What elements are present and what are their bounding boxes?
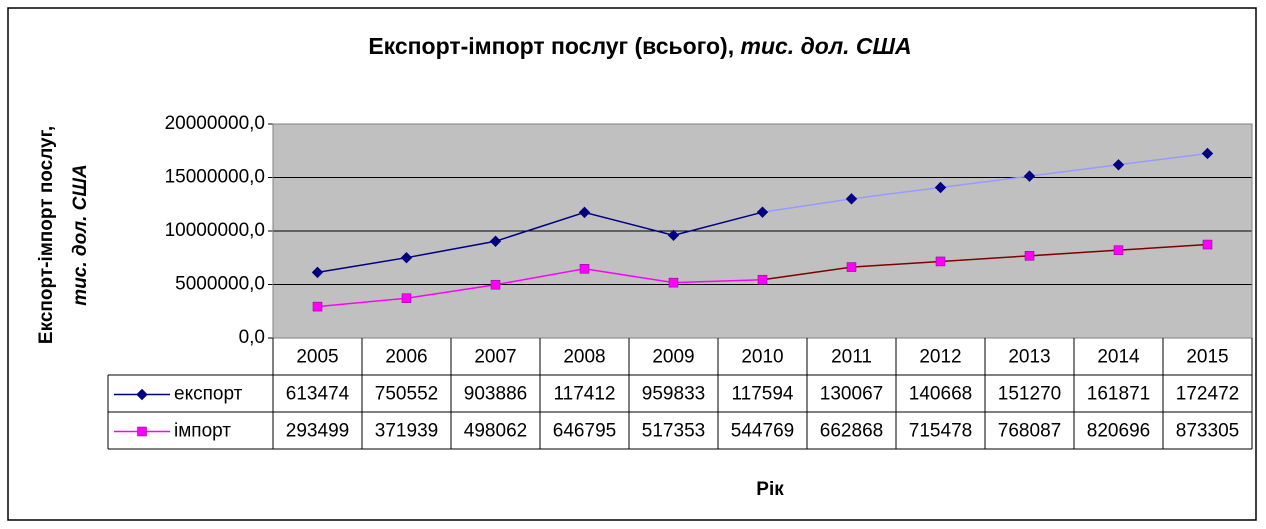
- marker: [490, 279, 501, 290]
- table-value: 613474: [286, 384, 350, 405]
- title-unit: тис. дол. США: [741, 33, 912, 59]
- table-value: 130067: [820, 384, 883, 405]
- table-value: 140668: [909, 384, 972, 405]
- marker: [1023, 170, 1036, 182]
- marker: [578, 206, 591, 219]
- marker: [934, 181, 947, 194]
- y-tick-label: 0,0: [239, 327, 265, 348]
- marker: [401, 293, 412, 303]
- legend-marker: [136, 388, 148, 401]
- marker: [489, 235, 502, 247]
- x-tick-label: 2010: [741, 347, 783, 368]
- x-tick-label: 2015: [1186, 347, 1228, 368]
- x-tick-label: 2014: [1097, 347, 1140, 368]
- x-axis-title: Рік: [756, 479, 784, 500]
- table-value: 517353: [642, 421, 705, 442]
- x-tick-label: 2009: [652, 347, 694, 368]
- table-value: 293499: [286, 421, 349, 442]
- marker: [1202, 239, 1213, 250]
- table-value: 903886: [464, 384, 527, 405]
- table-value: 161871: [1087, 384, 1150, 405]
- x-tick-label: 2012: [919, 347, 961, 368]
- table-value: 544769: [731, 421, 794, 442]
- table-value: 117412: [554, 384, 616, 405]
- marker: [311, 266, 324, 279]
- marker: [1201, 147, 1214, 160]
- x-tick-label: 2006: [385, 347, 427, 368]
- table-value: 715478: [909, 421, 972, 442]
- marker: [579, 264, 590, 274]
- y-label-unit: тис. дол. США: [70, 164, 91, 305]
- y-tick-label: 15000000,0: [165, 167, 265, 188]
- table-value: 646795: [553, 421, 616, 442]
- series-line: [317, 211, 763, 274]
- table-value: 151270: [998, 384, 1061, 405]
- series-line-forecast: [762, 243, 1208, 281]
- marker: [757, 274, 768, 285]
- table-value: 662868: [820, 421, 883, 442]
- x-tick-label: 2013: [1008, 347, 1050, 368]
- marker: [400, 251, 413, 264]
- table-value: 873305: [1176, 421, 1239, 442]
- marker: [935, 256, 946, 267]
- marker: [312, 301, 323, 312]
- table-value: 498062: [464, 421, 527, 442]
- marker: [845, 193, 858, 205]
- y-tick-label: 20000000,0: [165, 113, 265, 134]
- table-value: 750552: [375, 384, 438, 405]
- x-tick-label: 2008: [563, 347, 605, 368]
- legend-label: експорт: [174, 384, 243, 405]
- y-axis-title: Експорт-імпорт послуг, тис. дол. США: [36, 126, 91, 344]
- y-tick-label: 5000000,0: [175, 274, 265, 295]
- table-value: 117594: [732, 384, 794, 405]
- marker: [1112, 159, 1125, 171]
- x-tick-label: 2007: [474, 347, 516, 368]
- table-value: 959833: [642, 384, 705, 405]
- title-main: Експорт-імпорт послуг (всього),: [368, 33, 734, 59]
- legend-marker: [137, 426, 147, 437]
- y-label: Експорт-імпорт послуг,: [36, 126, 57, 344]
- table-value: 820696: [1087, 421, 1150, 442]
- chart-title: Експорт-імпорт послуг (всього), тис. дол…: [368, 33, 911, 59]
- marker: [668, 277, 679, 288]
- table-value: 371939: [375, 421, 438, 442]
- marker: [756, 206, 769, 218]
- legend-label: імпорт: [174, 421, 231, 442]
- plot-border: [272, 123, 1253, 339]
- series-line: [317, 268, 763, 308]
- y-tick-label: 10000000,0: [165, 220, 265, 241]
- x-tick-label: 2011: [831, 347, 872, 368]
- marker: [667, 229, 680, 242]
- marker: [846, 262, 857, 272]
- table-value: 768087: [998, 421, 1061, 442]
- marker: [1024, 251, 1035, 261]
- marker: [1113, 245, 1124, 255]
- table-value: 172472: [1176, 384, 1239, 405]
- x-tick-label: 2005: [296, 347, 338, 368]
- series-line-forecast: [762, 152, 1208, 213]
